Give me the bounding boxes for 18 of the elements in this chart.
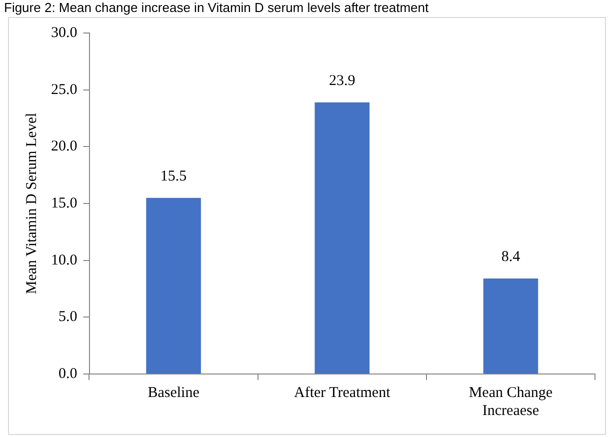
y-tick-label: 5.0 — [58, 309, 78, 326]
bar — [483, 278, 538, 374]
data-label: 15.5 — [160, 168, 187, 184]
chart-title: Figure 2: Mean change increase in Vitamin D serum levels after treatment — [4, 0, 429, 15]
bar — [314, 102, 370, 374]
data-label: 8.4 — [501, 248, 521, 265]
x-tick-label: After Treatment — [294, 384, 392, 401]
data-label: 23.9 — [329, 72, 356, 89]
y-tick-label: 10.0 — [51, 252, 78, 268]
x-tick-label: Mean Change Increaese — [468, 384, 553, 419]
y-tick-label: 30.0 — [51, 24, 78, 41]
bar — [146, 198, 201, 374]
y-tick-label: 0.0 — [58, 366, 78, 382]
y-tick-label: 25.0 — [51, 82, 78, 98]
y-tick-label: 15.0 — [51, 195, 78, 212]
y-axis-title: Mean Vitamin D Serum Level — [24, 112, 40, 294]
x-tick-label: Baseline — [148, 384, 200, 401]
y-tick-label: 20.0 — [51, 138, 78, 155]
